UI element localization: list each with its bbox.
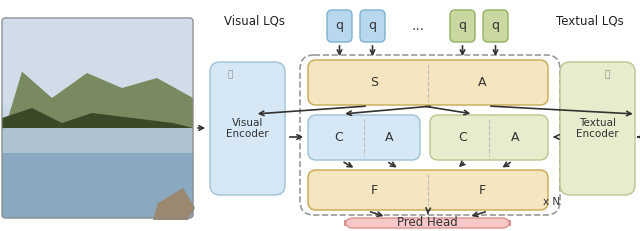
- Text: q: q: [335, 19, 344, 33]
- Text: 🔒: 🔒: [604, 70, 610, 79]
- Text: S: S: [370, 76, 378, 89]
- Text: Visual
Encoder: Visual Encoder: [226, 118, 269, 139]
- FancyBboxPatch shape: [308, 60, 548, 105]
- Text: q: q: [492, 19, 499, 33]
- Text: x N: x N: [543, 197, 560, 207]
- FancyBboxPatch shape: [450, 10, 475, 42]
- Text: A: A: [511, 131, 520, 144]
- Text: F: F: [371, 183, 378, 197]
- FancyBboxPatch shape: [483, 10, 508, 42]
- Text: Textual LQs: Textual LQs: [556, 14, 624, 27]
- Text: F: F: [479, 183, 486, 197]
- Polygon shape: [2, 128, 193, 153]
- FancyBboxPatch shape: [308, 115, 420, 160]
- Text: q: q: [458, 19, 467, 33]
- Polygon shape: [2, 72, 193, 138]
- FancyBboxPatch shape: [2, 18, 193, 108]
- Polygon shape: [2, 108, 193, 142]
- Text: C: C: [335, 131, 343, 144]
- FancyBboxPatch shape: [327, 10, 352, 42]
- Polygon shape: [153, 188, 195, 220]
- Text: q: q: [369, 19, 376, 33]
- FancyBboxPatch shape: [2, 128, 193, 218]
- FancyBboxPatch shape: [2, 18, 193, 218]
- Text: ...: ...: [412, 19, 424, 33]
- FancyBboxPatch shape: [560, 62, 635, 195]
- Text: Textual
Encoder: Textual Encoder: [576, 118, 619, 139]
- FancyBboxPatch shape: [360, 10, 385, 42]
- Text: Pred Head: Pred Head: [397, 216, 458, 230]
- FancyBboxPatch shape: [210, 62, 285, 195]
- Text: C: C: [458, 131, 467, 144]
- FancyBboxPatch shape: [345, 218, 510, 228]
- FancyBboxPatch shape: [430, 115, 548, 160]
- Text: A: A: [385, 131, 394, 144]
- FancyBboxPatch shape: [308, 170, 548, 210]
- Text: 🔒: 🔒: [227, 70, 233, 79]
- Text: Visual LQs: Visual LQs: [225, 14, 285, 27]
- Text: A: A: [477, 76, 486, 89]
